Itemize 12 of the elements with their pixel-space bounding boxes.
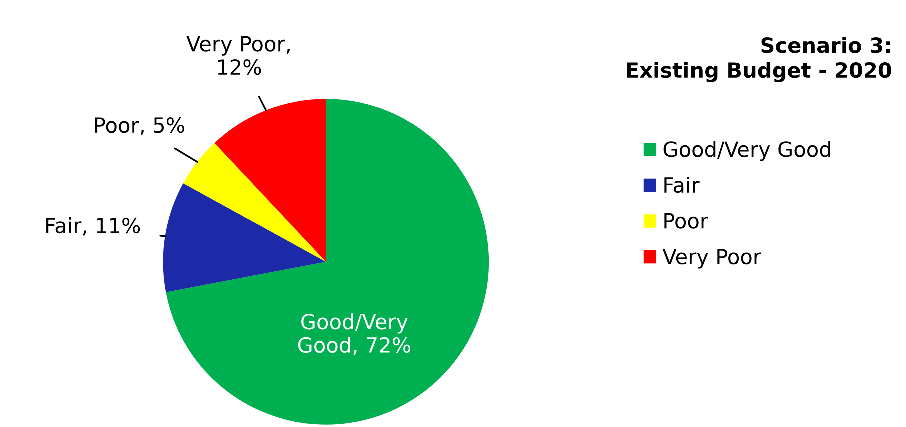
text: Scenario 3: Existing Budget - 2020	[627, 37, 892, 82]
legend-label: Good/Very Good	[664, 141, 830, 162]
data-label: Poor, 5%	[95, 117, 184, 136]
pie-slice	[214, 99, 326, 262]
legend-label: Very Poor	[662, 249, 762, 269]
legend-label: Poor	[664, 213, 709, 229]
pie-slice	[163, 183, 326, 292]
data-label: Good/Very Good, 72%	[298, 314, 411, 356]
data-label: Fair, 11%	[46, 217, 140, 236]
legend-label: Fair	[664, 176, 700, 194]
pie-slice	[183, 143, 326, 262]
data-label: Very Poor, 12%	[186, 36, 290, 76]
